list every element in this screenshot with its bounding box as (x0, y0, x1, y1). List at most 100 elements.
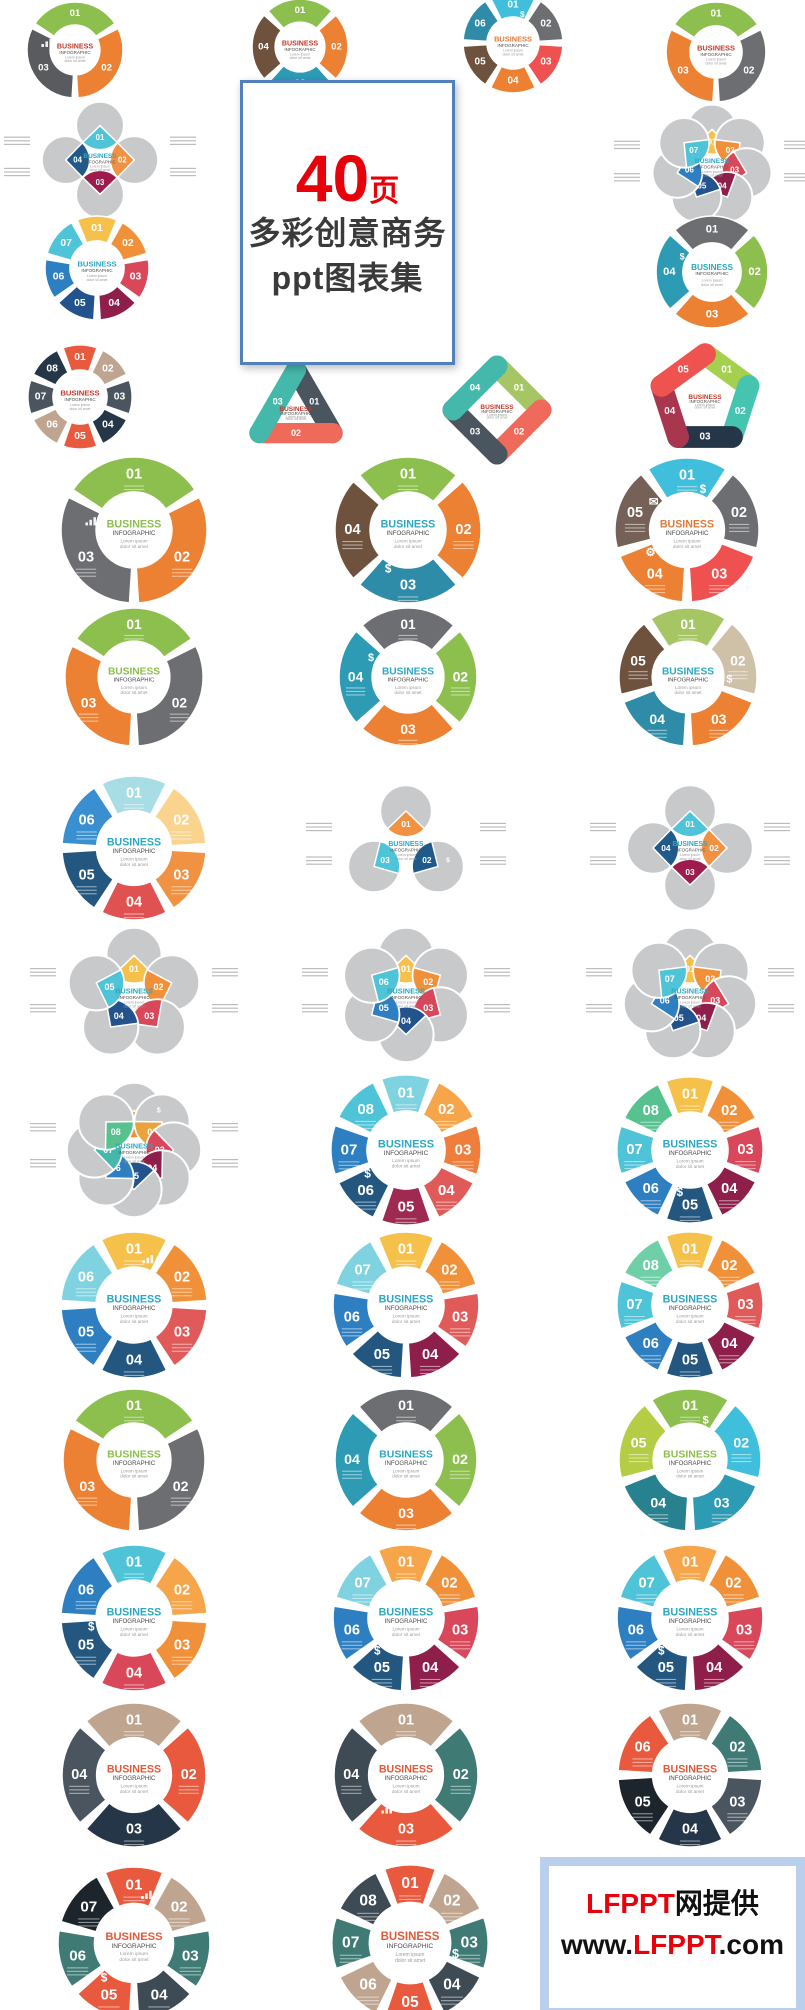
svg-text:Lorem ipsum: Lorem ipsum (396, 1001, 416, 1005)
svg-text:dolor sit amet: dolor sit amet (392, 1164, 421, 1170)
svg-text:Lorem ipsum: Lorem ipsum (675, 685, 701, 690)
svg-text:INFOGRAPHIC: INFOGRAPHIC (118, 995, 150, 1000)
svg-text:05: 05 (631, 1435, 647, 1451)
infographic-row10-left-wave7: 01 02 03 04 05 $06 07 BUSINESSINFOGRAPHICLorem … (57, 1866, 211, 2010)
dollar-icon: $ (452, 1947, 459, 1961)
svg-text:01: 01 (126, 1242, 142, 1258)
svg-text:08: 08 (46, 364, 58, 375)
svg-text:02: 02 (453, 1767, 469, 1783)
svg-text:06: 06 (78, 1269, 94, 1285)
svg-text:02: 02 (743, 66, 755, 77)
svg-text:03: 03 (700, 432, 711, 443)
svg-text:dolor sit amet: dolor sit amet (120, 862, 149, 867)
svg-text:03: 03 (400, 578, 416, 594)
svg-text:03: 03 (126, 1822, 142, 1838)
svg-text:dolor sit amet: dolor sit amet (676, 1789, 705, 1794)
svg-text:01: 01 (685, 964, 695, 974)
watermark-url[interactable]: www.LFPPT.com (549, 1925, 796, 1966)
svg-text:Lorem ipsum: Lorem ipsum (706, 58, 726, 62)
svg-text:04: 04 (348, 670, 364, 685)
svg-text:02: 02 (721, 1103, 737, 1119)
svg-text:INFOGRAPHIC: INFOGRAPHIC (59, 50, 91, 55)
svg-text:02: 02 (705, 974, 715, 984)
svg-text:06: 06 (628, 1622, 644, 1638)
dollar-icon: $ (703, 1414, 710, 1426)
svg-text:01: 01 (126, 467, 142, 483)
svg-text:02: 02 (102, 364, 114, 375)
svg-text:01: 01 (682, 1555, 698, 1571)
svg-text:BUSINESS: BUSINESS (107, 519, 162, 531)
svg-text:Lorem ipsum: Lorem ipsum (120, 1783, 147, 1788)
svg-text:04: 04 (126, 1353, 143, 1369)
svg-text:dolor sit amet: dolor sit amet (701, 173, 722, 177)
svg-text:01: 01 (398, 1398, 414, 1414)
svg-text:02: 02 (725, 1575, 741, 1591)
svg-text:02: 02 (726, 146, 736, 155)
svg-text:01: 01 (680, 617, 696, 632)
svg-text:03: 03 (729, 1794, 745, 1810)
svg-text:01: 01 (682, 1242, 698, 1258)
svg-text:04: 04 (443, 1976, 461, 1993)
svg-text:03: 03 (398, 1506, 414, 1522)
dollar-icon: $ (658, 1645, 665, 1658)
svg-text:06: 06 (685, 166, 695, 175)
svg-text:Lorem ipsum: Lorem ipsum (702, 170, 722, 174)
svg-text:04: 04 (344, 522, 361, 538)
svg-text:05: 05 (635, 1794, 651, 1810)
svg-text:05: 05 (475, 57, 487, 68)
svg-text:Lorem ipsum: Lorem ipsum (680, 853, 700, 857)
svg-text:08: 08 (111, 1127, 121, 1137)
svg-text:06: 06 (379, 977, 389, 987)
svg-text:02: 02 (709, 843, 719, 853)
svg-text:04: 04 (650, 1496, 666, 1512)
svg-text:BUSINESS: BUSINESS (691, 263, 733, 272)
svg-text:01: 01 (398, 1555, 414, 1571)
svg-text:03: 03 (130, 271, 142, 282)
svg-text:02: 02 (514, 427, 525, 438)
svg-text:Lorem ipsum: Lorem ipsum (393, 1468, 420, 1473)
svg-text:04: 04 (696, 1013, 706, 1023)
dollar-icon: $ (446, 857, 450, 864)
svg-text:dolor sit amet: dolor sit amet (679, 857, 700, 861)
svg-text:02: 02 (733, 1435, 749, 1451)
title-box: 40页 多彩创意商务 ppt图表集 (240, 80, 455, 365)
svg-text:INFOGRAPHIC: INFOGRAPHIC (390, 848, 422, 853)
svg-text:03: 03 (174, 1638, 190, 1654)
svg-text:dolor sit amet: dolor sit amet (679, 1005, 700, 1009)
svg-text:Lorem ipsum: Lorem ipsum (90, 165, 110, 169)
svg-text:08: 08 (643, 1258, 659, 1274)
svg-text:05: 05 (74, 431, 86, 442)
svg-text:dolor sit amet: dolor sit amet (89, 168, 110, 172)
svg-text:04: 04 (108, 298, 120, 309)
svg-text:01: 01 (401, 1875, 419, 1892)
svg-text:04: 04 (706, 1660, 723, 1676)
svg-text:02: 02 (122, 238, 134, 249)
svg-text:04: 04 (126, 895, 142, 911)
svg-text:Lorem ipsum: Lorem ipsum (392, 1783, 419, 1788)
svg-text:INFOGRAPHIC: INFOGRAPHIC (387, 530, 431, 537)
svg-text:02: 02 (153, 982, 163, 992)
svg-text:06: 06 (53, 271, 65, 282)
svg-text:03: 03 (96, 178, 105, 187)
svg-text:02: 02 (331, 42, 342, 53)
dollar-icon: $ (680, 252, 685, 262)
svg-text:06: 06 (475, 19, 487, 30)
svg-text:Lorem ipsum: Lorem ipsum (120, 539, 147, 544)
svg-text:dolor sit amet: dolor sit amet (486, 415, 507, 419)
svg-text:dolor sit amet: dolor sit amet (676, 1164, 705, 1169)
svg-text:03: 03 (540, 57, 552, 68)
